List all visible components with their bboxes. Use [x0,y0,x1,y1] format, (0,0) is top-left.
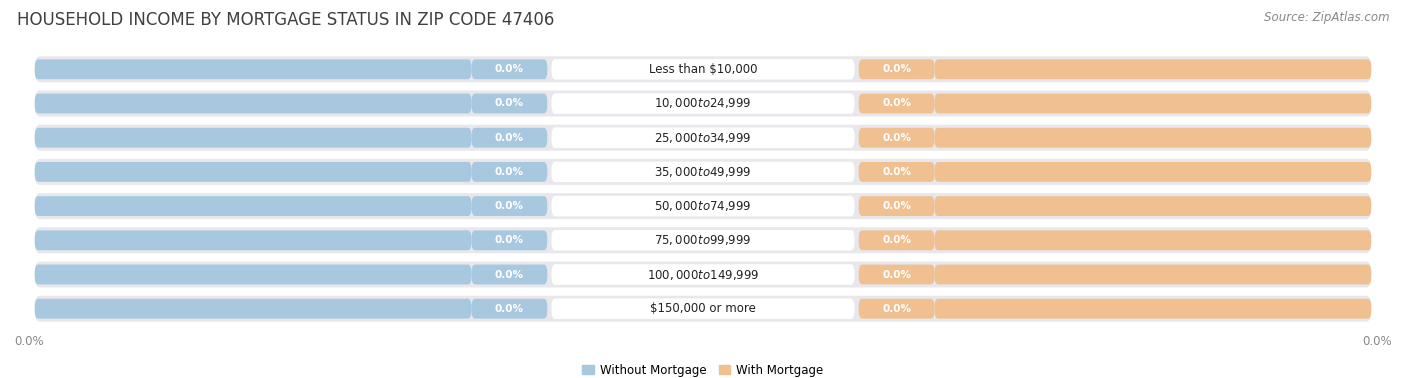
Text: $25,000 to $34,999: $25,000 to $34,999 [654,131,752,145]
Text: 0.0%: 0.0% [495,235,524,245]
FancyBboxPatch shape [935,299,1371,319]
FancyBboxPatch shape [471,196,547,216]
FancyBboxPatch shape [551,93,855,114]
Text: 0.0%: 0.0% [882,270,911,279]
Text: 0.0%: 0.0% [882,167,911,177]
Text: $100,000 to $149,999: $100,000 to $149,999 [647,268,759,282]
Text: $150,000 or more: $150,000 or more [650,302,756,315]
Text: 0.0%: 0.0% [495,167,524,177]
FancyBboxPatch shape [551,162,855,182]
Text: HOUSEHOLD INCOME BY MORTGAGE STATUS IN ZIP CODE 47406: HOUSEHOLD INCOME BY MORTGAGE STATUS IN Z… [17,11,554,29]
FancyBboxPatch shape [859,265,935,284]
Text: 0.0%: 0.0% [882,235,911,245]
FancyBboxPatch shape [935,162,1371,182]
FancyBboxPatch shape [859,230,935,250]
FancyBboxPatch shape [935,230,1371,250]
FancyBboxPatch shape [935,265,1371,284]
Text: 0.0%: 0.0% [882,133,911,143]
FancyBboxPatch shape [859,128,935,148]
Text: 0.0%: 0.0% [495,304,524,314]
FancyBboxPatch shape [471,162,547,182]
FancyBboxPatch shape [551,196,855,216]
FancyBboxPatch shape [551,59,855,79]
FancyBboxPatch shape [35,59,471,79]
FancyBboxPatch shape [35,230,471,250]
Text: 0.0%: 0.0% [495,99,524,108]
FancyBboxPatch shape [471,299,547,319]
Text: Less than $10,000: Less than $10,000 [648,63,758,76]
FancyBboxPatch shape [35,90,1371,116]
FancyBboxPatch shape [859,94,935,113]
FancyBboxPatch shape [35,193,1371,219]
FancyBboxPatch shape [935,59,1371,79]
Text: 0.0%: 0.0% [882,201,911,211]
FancyBboxPatch shape [935,94,1371,113]
Text: 0.0%: 0.0% [495,64,524,74]
Text: $10,000 to $24,999: $10,000 to $24,999 [654,96,752,110]
FancyBboxPatch shape [35,159,1371,185]
Text: 0.0%: 0.0% [1362,335,1392,349]
FancyBboxPatch shape [935,196,1371,216]
Text: $50,000 to $74,999: $50,000 to $74,999 [654,199,752,213]
FancyBboxPatch shape [35,265,471,284]
Text: 0.0%: 0.0% [495,133,524,143]
FancyBboxPatch shape [859,162,935,182]
FancyBboxPatch shape [859,196,935,216]
Text: Source: ZipAtlas.com: Source: ZipAtlas.com [1264,11,1389,24]
FancyBboxPatch shape [35,128,471,148]
FancyBboxPatch shape [35,262,1371,288]
FancyBboxPatch shape [471,230,547,250]
FancyBboxPatch shape [35,94,471,113]
FancyBboxPatch shape [551,299,855,319]
Text: 0.0%: 0.0% [495,270,524,279]
FancyBboxPatch shape [35,162,471,182]
FancyBboxPatch shape [859,59,935,79]
FancyBboxPatch shape [551,264,855,285]
Text: 0.0%: 0.0% [882,99,911,108]
FancyBboxPatch shape [35,196,471,216]
FancyBboxPatch shape [471,128,547,148]
Text: 0.0%: 0.0% [14,335,44,349]
FancyBboxPatch shape [551,230,855,251]
Legend: Without Mortgage, With Mortgage: Without Mortgage, With Mortgage [578,359,828,378]
FancyBboxPatch shape [35,296,1371,322]
FancyBboxPatch shape [35,299,471,319]
Text: 0.0%: 0.0% [882,304,911,314]
Text: 0.0%: 0.0% [882,64,911,74]
Text: 0.0%: 0.0% [495,201,524,211]
Text: $35,000 to $49,999: $35,000 to $49,999 [654,165,752,179]
FancyBboxPatch shape [471,265,547,284]
FancyBboxPatch shape [35,125,1371,151]
FancyBboxPatch shape [935,128,1371,148]
FancyBboxPatch shape [471,94,547,113]
FancyBboxPatch shape [859,299,935,319]
FancyBboxPatch shape [35,227,1371,253]
FancyBboxPatch shape [471,59,547,79]
FancyBboxPatch shape [551,127,855,148]
Text: $75,000 to $99,999: $75,000 to $99,999 [654,233,752,247]
FancyBboxPatch shape [35,56,1371,82]
